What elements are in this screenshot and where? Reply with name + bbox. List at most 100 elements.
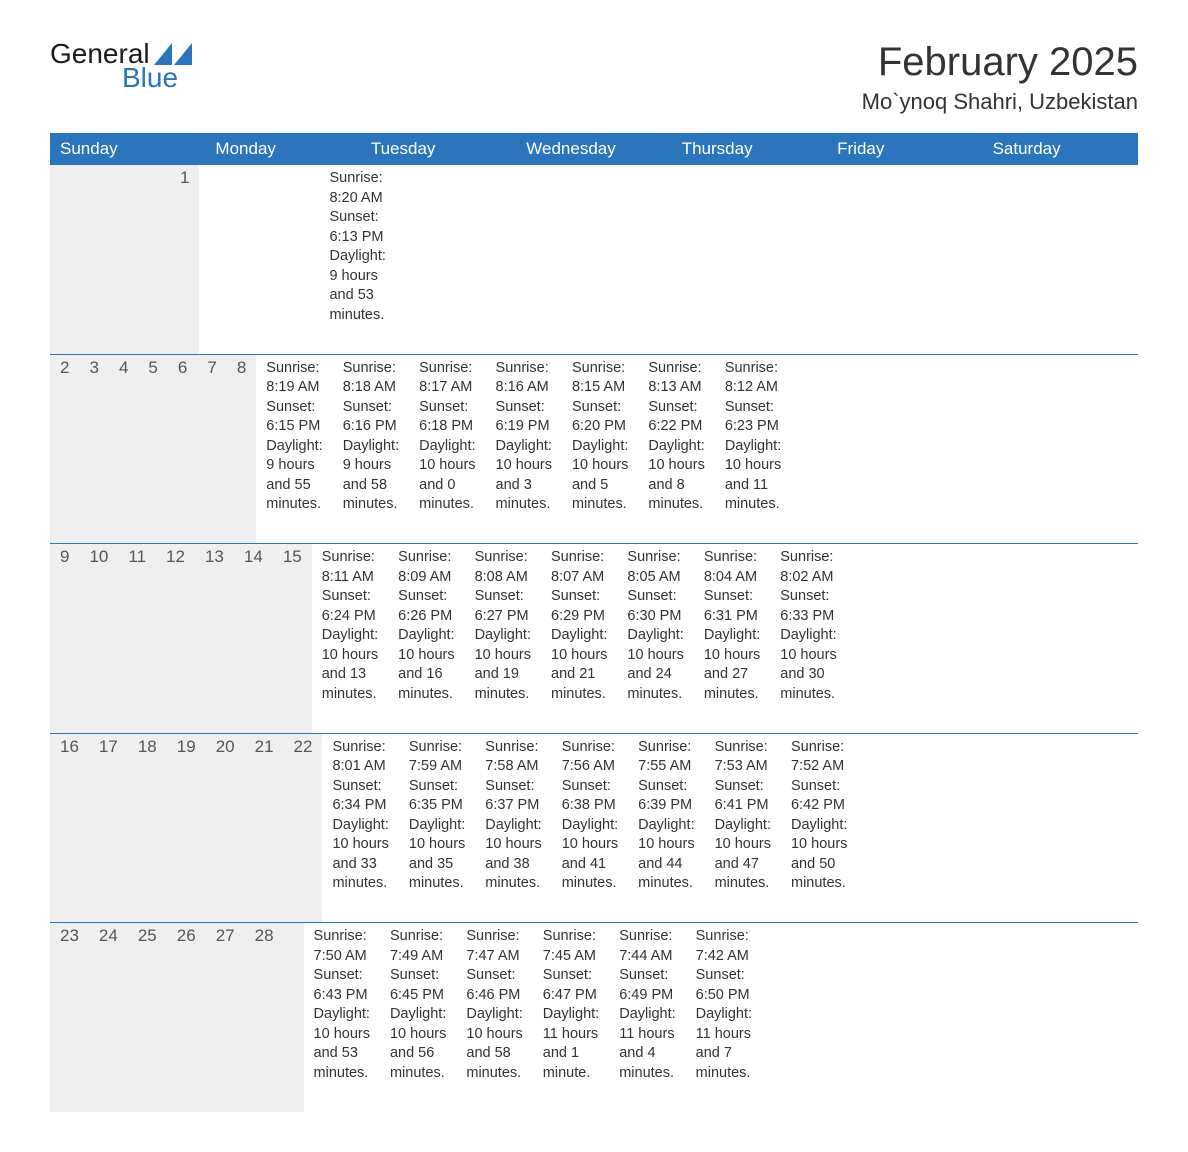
sunset-line: Sunset: 6:26 PM <box>398 587 454 626</box>
day-content: Sunrise: 8:08 AMSunset: 6:27 PMDaylight:… <box>465 544 541 733</box>
day-content-row: Sunrise: 8:20 AMSunset: 6:13 PMDaylight:… <box>199 165 395 354</box>
sunset-line: Sunset: 6:49 PM <box>619 966 675 1005</box>
day-content: Sunrise: 8:02 AMSunset: 6:33 PMDaylight:… <box>770 544 846 733</box>
calendar-week: 2345678Sunrise: 8:19 AMSunset: 6:15 PMDa… <box>50 354 1138 544</box>
day-number: 10 <box>79 544 118 733</box>
day-number: 3 <box>79 355 108 544</box>
day-content: Sunrise: 7:58 AMSunset: 6:37 PMDaylight:… <box>475 734 551 923</box>
sunrise-line: Sunrise: 7:59 AM <box>409 738 465 777</box>
daylight-line: Daylight: 10 hours and 33 minutes. <box>332 816 388 894</box>
day-number: 15 <box>273 544 312 733</box>
day-number-row: 232425262728 <box>50 923 304 1112</box>
sunset-line: Sunset: 6:30 PM <box>627 587 683 626</box>
daylight-line: Daylight: 11 hours and 7 minutes. <box>696 1005 752 1083</box>
sunset-line: Sunset: 6:46 PM <box>466 966 522 1005</box>
daylight-line: Daylight: 10 hours and 11 minutes. <box>725 437 781 515</box>
sunrise-line: Sunrise: 7:53 AM <box>715 738 771 777</box>
day-content <box>219 165 239 354</box>
day-number: 14 <box>234 544 273 733</box>
day-content: Sunrise: 7:55 AMSunset: 6:39 PMDaylight:… <box>628 734 704 923</box>
sunset-line: Sunset: 6:29 PM <box>551 587 607 626</box>
logo: General Blue <box>50 40 192 92</box>
sunrise-line: Sunrise: 7:47 AM <box>466 927 522 966</box>
day-number: 2 <box>50 355 79 544</box>
weekday-label: Thursday <box>672 133 827 165</box>
day-number-row: 16171819202122 <box>50 734 322 923</box>
logo-text-blue: Blue <box>122 64 192 92</box>
sunrise-line: Sunrise: 8:15 AM <box>572 359 628 398</box>
daylight-line: Daylight: 9 hours and 55 minutes. <box>266 437 322 515</box>
day-number: 7 <box>197 355 226 544</box>
daylight-line: Daylight: 10 hours and 27 minutes. <box>704 626 760 704</box>
sunset-line: Sunset: 6:45 PM <box>390 966 446 1005</box>
daylight-line: Daylight: 10 hours and 5 minutes. <box>572 437 628 515</box>
sunrise-line: Sunrise: 7:42 AM <box>696 927 752 966</box>
day-number-row: 1 <box>50 165 199 354</box>
day-content: Sunrise: 8:15 AMSunset: 6:20 PMDaylight:… <box>562 355 638 544</box>
daylight-line: Daylight: 10 hours and 56 minutes. <box>390 1005 446 1083</box>
day-number <box>150 165 170 354</box>
sunset-line: Sunset: 6:50 PM <box>696 966 752 1005</box>
daylight-line: Daylight: 10 hours and 13 minutes. <box>322 626 378 704</box>
location-text: Mo`ynoq Shahri, Uzbekistan <box>862 89 1138 115</box>
day-content: Sunrise: 7:53 AMSunset: 6:41 PMDaylight:… <box>705 734 781 923</box>
sunrise-line: Sunrise: 8:04 AM <box>704 548 760 587</box>
day-content <box>762 923 782 1112</box>
day-content: Sunrise: 8:01 AMSunset: 6:34 PMDaylight:… <box>322 734 398 923</box>
sunrise-line: Sunrise: 8:18 AM <box>343 359 399 398</box>
calendar: SundayMondayTuesdayWednesdayThursdayFrid… <box>50 133 1138 1112</box>
sunset-line: Sunset: 6:13 PM <box>329 208 385 247</box>
daylight-line: Daylight: 10 hours and 30 minutes. <box>780 626 836 704</box>
month-title: February 2025 <box>862 40 1138 85</box>
sunrise-line: Sunrise: 8:09 AM <box>398 548 454 587</box>
sunrise-line: Sunrise: 7:58 AM <box>485 738 541 777</box>
calendar-week: 1Sunrise: 8:20 AMSunset: 6:13 PMDaylight… <box>50 165 1138 354</box>
day-content <box>199 165 219 354</box>
day-content: Sunrise: 8:07 AMSunset: 6:29 PMDaylight:… <box>541 544 617 733</box>
day-content: Sunrise: 8:11 AMSunset: 6:24 PMDaylight:… <box>312 544 388 733</box>
day-number: 24 <box>89 923 128 1112</box>
sunset-line: Sunset: 6:22 PM <box>648 398 704 437</box>
day-number: 28 <box>245 923 284 1112</box>
calendar-week: 232425262728Sunrise: 7:50 AMSunset: 6:43… <box>50 922 1138 1112</box>
sunset-line: Sunset: 6:39 PM <box>638 777 694 816</box>
day-content-row: Sunrise: 8:11 AMSunset: 6:24 PMDaylight:… <box>312 544 847 733</box>
sunset-line: Sunset: 6:33 PM <box>780 587 836 626</box>
sunrise-line: Sunrise: 8:11 AM <box>322 548 378 587</box>
day-content: Sunrise: 7:44 AMSunset: 6:49 PMDaylight:… <box>609 923 685 1112</box>
day-content: Sunrise: 8:13 AMSunset: 6:22 PMDaylight:… <box>638 355 714 544</box>
day-number: 22 <box>284 734 323 923</box>
day-content: Sunrise: 8:19 AMSunset: 6:15 PMDaylight:… <box>256 355 332 544</box>
day-number: 13 <box>195 544 234 733</box>
sunrise-line: Sunrise: 8:17 AM <box>419 359 475 398</box>
day-number: 1 <box>170 165 199 354</box>
sunrise-line: Sunrise: 8:01 AM <box>332 738 388 777</box>
sunset-line: Sunset: 6:18 PM <box>419 398 475 437</box>
sunset-line: Sunset: 6:38 PM <box>562 777 618 816</box>
daylight-line: Daylight: 10 hours and 38 minutes. <box>485 816 541 894</box>
sunrise-line: Sunrise: 7:50 AM <box>314 927 370 966</box>
day-number <box>50 165 70 354</box>
day-number: 27 <box>206 923 245 1112</box>
sunset-line: Sunset: 6:41 PM <box>715 777 771 816</box>
sunset-line: Sunset: 6:31 PM <box>704 587 760 626</box>
daylight-line: Daylight: 10 hours and 41 minutes. <box>562 816 618 894</box>
day-content <box>259 165 279 354</box>
day-content: Sunrise: 7:56 AMSunset: 6:38 PMDaylight:… <box>552 734 628 923</box>
day-content <box>279 165 299 354</box>
daylight-line: Daylight: 10 hours and 44 minutes. <box>638 816 694 894</box>
day-number-row: 9101112131415 <box>50 544 312 733</box>
day-number: 4 <box>109 355 138 544</box>
daylight-line: Daylight: 10 hours and 3 minutes. <box>496 437 552 515</box>
daylight-line: Daylight: 10 hours and 16 minutes. <box>398 626 454 704</box>
sunrise-line: Sunrise: 8:07 AM <box>551 548 607 587</box>
daylight-line: Daylight: 10 hours and 0 minutes. <box>419 437 475 515</box>
day-number <box>110 165 130 354</box>
sunrise-line: Sunrise: 8:19 AM <box>266 359 322 398</box>
day-number: 6 <box>168 355 197 544</box>
day-number <box>130 165 150 354</box>
day-number: 18 <box>128 734 167 923</box>
day-content-row: Sunrise: 8:19 AMSunset: 6:15 PMDaylight:… <box>256 355 791 544</box>
day-content: Sunrise: 8:04 AMSunset: 6:31 PMDaylight:… <box>694 544 770 733</box>
sunset-line: Sunset: 6:24 PM <box>322 587 378 626</box>
